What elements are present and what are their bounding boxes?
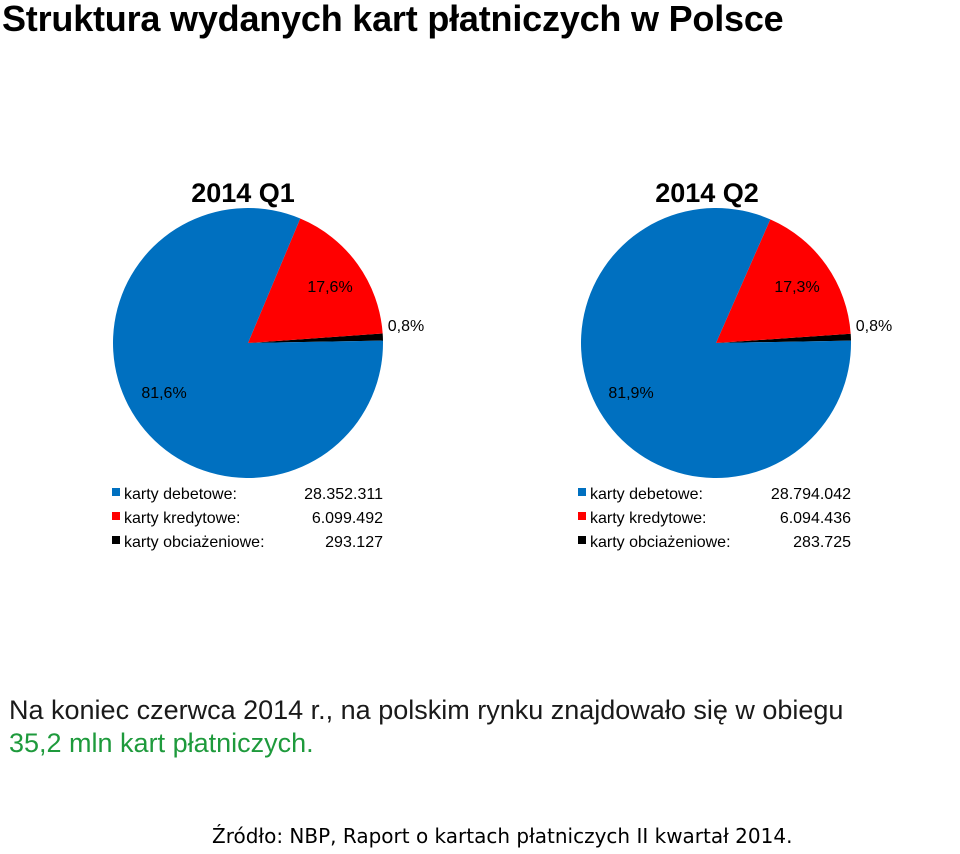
source-note: Źródło: NBP, Raport o kartach płatniczyc…: [212, 824, 793, 848]
legend-swatch: [578, 512, 586, 520]
legend-value: 6.099.492: [312, 510, 383, 527]
summary-text: Na koniec czerwca 2014 r., na polskim ry…: [9, 694, 843, 760]
legend-label: karty kredytowe:: [590, 510, 706, 527]
pie-charts: 2014 Q1 81,6% 17,6% 0,8% karty debetowe: 28.3…: [112, 178, 892, 551]
legend-label: karty debetowe:: [124, 486, 237, 503]
slice-label: 17,3%: [774, 279, 819, 296]
legend-value: 283.725: [793, 534, 851, 551]
legend-value: 293.127: [325, 534, 383, 551]
legend-swatch: [112, 512, 120, 520]
pie-chart-2: 2014 Q2 81,9% 17,3% 0,8% karty debetowe: 28.7…: [578, 178, 892, 551]
slice-label: 0,8%: [388, 318, 424, 335]
pie-title: 2014 Q1: [191, 178, 295, 208]
legend-value: 28.352.311: [304, 486, 383, 503]
pie-slice: [113, 208, 384, 479]
legend-swatch: [578, 536, 586, 544]
slice-label: 0,8%: [856, 318, 892, 335]
legend-swatch: [112, 488, 120, 496]
legend-label: karty kredytowe:: [124, 510, 240, 527]
pie-slice: [248, 218, 383, 343]
pie-slice: [716, 333, 851, 343]
page-title: Struktura wydanych kart płatniczych w Po…: [2, 0, 784, 39]
pie-title: 2014 Q2: [655, 178, 759, 208]
slice-label: 17,6%: [307, 279, 352, 296]
legend-swatch: [578, 488, 586, 496]
legend-label: karty obciażeniowe:: [590, 534, 731, 551]
pie-slice: [248, 333, 383, 343]
slice-label: 81,6%: [141, 385, 186, 402]
pie-chart-1: 2014 Q1 81,6% 17,6% 0,8% karty debetowe: 28.3…: [112, 178, 424, 551]
legend-swatch: [112, 536, 120, 544]
pie-slice: [716, 219, 851, 343]
legend-value: 6.094.436: [780, 510, 851, 527]
pie-slice: [581, 207, 852, 478]
summary-line-2: 35,2 mln kart płatniczych.: [9, 728, 314, 758]
summary-line-1: Na koniec czerwca 2014 r., na polskim ry…: [9, 695, 844, 725]
legend-label: karty obciażeniowe:: [124, 534, 265, 551]
slice-label: 81,9%: [608, 385, 653, 402]
legend-value: 28.794.042: [771, 486, 851, 503]
legend-label: karty debetowe:: [590, 486, 703, 503]
